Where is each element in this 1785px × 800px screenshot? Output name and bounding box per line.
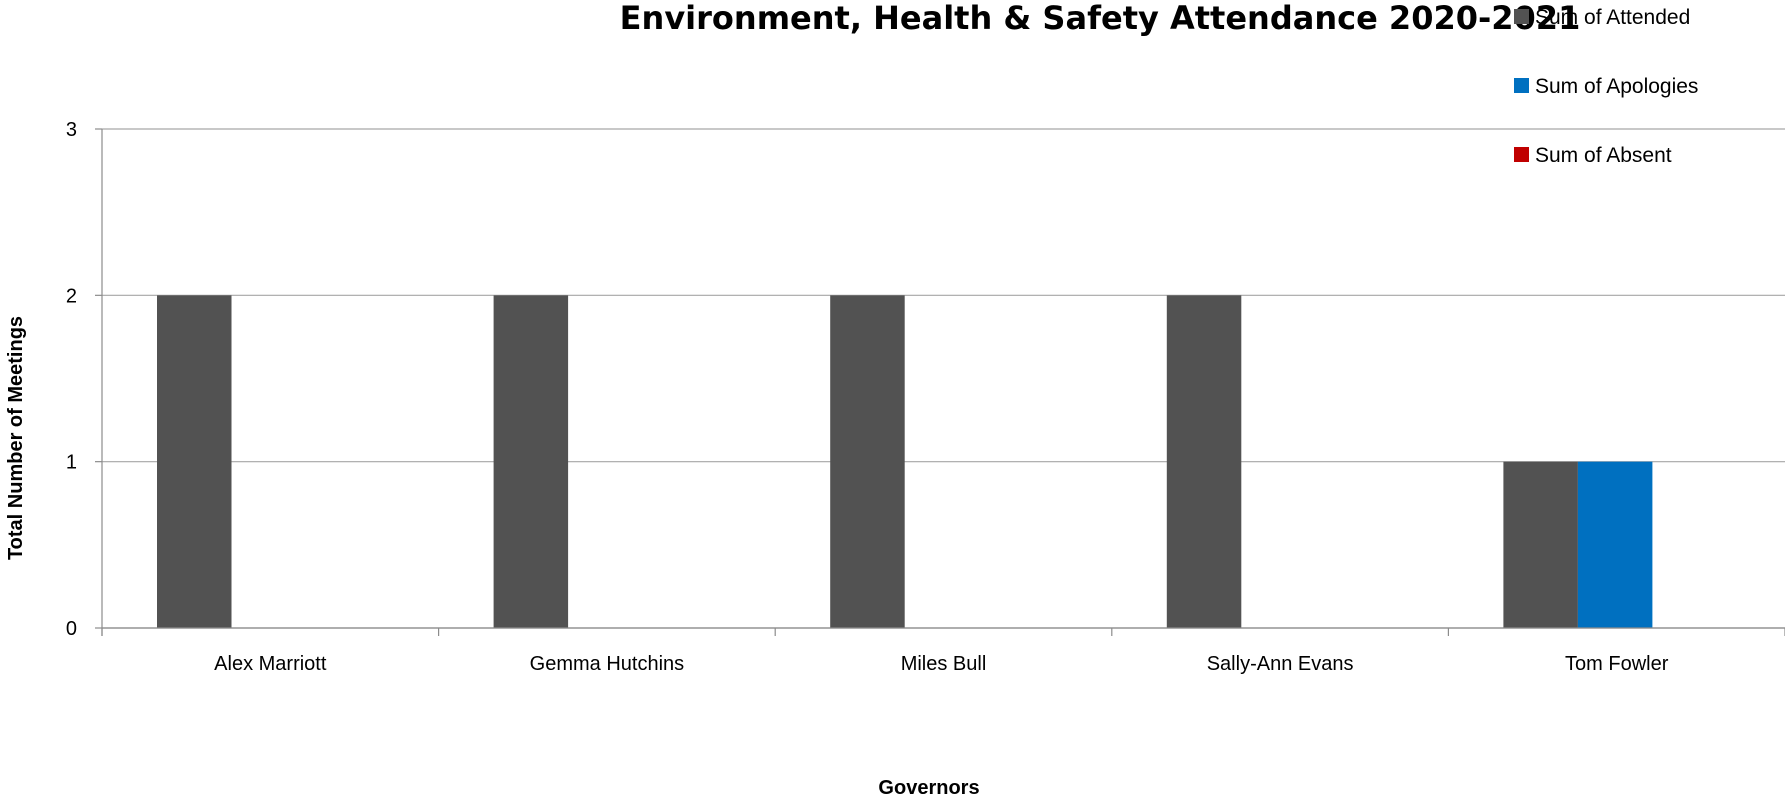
legend-item: Sum of Apologies xyxy=(1514,75,1698,98)
legend-label: Sum of Absent xyxy=(1535,144,1672,167)
legend-label: Sum of Attended xyxy=(1535,6,1690,29)
bar xyxy=(1503,461,1578,628)
x-tick-label: Tom Fowler xyxy=(1565,653,1669,675)
x-tick-label: Alex Marriott xyxy=(214,653,327,675)
y-tick-label: 1 xyxy=(66,452,77,474)
legend-swatch xyxy=(1514,78,1529,93)
bar xyxy=(1166,295,1242,628)
chart-title: Environment, Health & Safety Attendance … xyxy=(620,0,1581,37)
x-tick-label: Gemma Hutchins xyxy=(530,653,685,675)
x-tick-labels: Alex Marriott Gemma Hutchins Miles Bull Sal… xyxy=(214,653,1669,675)
legend-swatch xyxy=(1514,147,1529,162)
bar xyxy=(157,295,232,628)
bar xyxy=(830,295,905,628)
y-axis-title: Total Number of Meetings xyxy=(5,316,27,560)
legend-item: Sum of Attended xyxy=(1514,6,1690,29)
bar xyxy=(1577,461,1653,628)
axes xyxy=(95,128,1785,636)
legend-item: Sum of Absent xyxy=(1514,144,1672,167)
x-axis-title: Governors xyxy=(878,777,979,799)
y-tick-label: 3 xyxy=(66,119,77,141)
legend: Sum of Attended Sum of Apologies Sum of Ab… xyxy=(1514,6,1698,167)
legend-swatch xyxy=(1514,9,1529,24)
x-tick-label: Sally-Ann Evans xyxy=(1207,653,1354,675)
y-tick-label: 0 xyxy=(66,618,77,640)
bar xyxy=(493,295,569,628)
bars xyxy=(157,295,1653,628)
y-tick-labels: 0 1 2 3 xyxy=(66,119,77,640)
y-tick-label: 2 xyxy=(66,285,77,307)
x-tick-label: Miles Bull xyxy=(901,653,987,675)
legend-label: Sum of Apologies xyxy=(1535,75,1698,98)
